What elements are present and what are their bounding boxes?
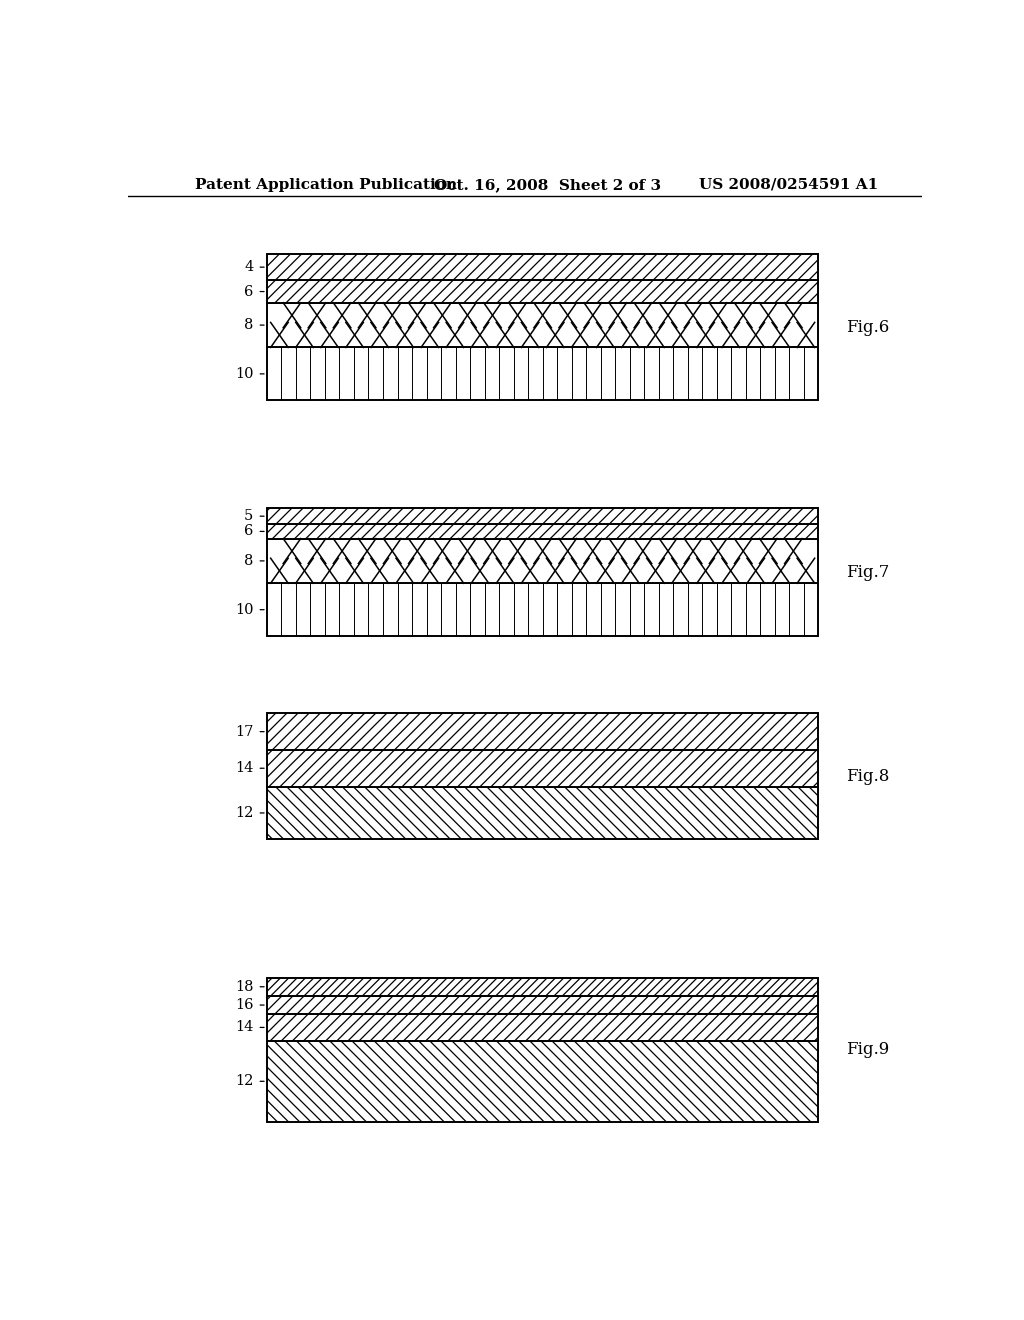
Text: 4: 4 [244,260,253,275]
Text: US 2008/0254591 A1: US 2008/0254591 A1 [699,178,879,191]
Text: Fig.6: Fig.6 [846,318,890,335]
Bar [267,508,818,524]
Text: 5: 5 [244,510,253,523]
Text: 8: 8 [244,318,253,333]
Text: 6: 6 [244,285,253,298]
Bar [267,524,818,539]
Bar [267,978,818,995]
Bar [267,253,818,280]
Bar [267,280,818,302]
Text: 17: 17 [236,725,253,739]
Bar [267,750,818,787]
Bar [267,1040,818,1122]
Text: Patent Application Publication: Patent Application Publication [196,178,458,191]
Text: 8: 8 [244,554,253,568]
Bar [267,302,818,347]
Text: 14: 14 [236,1020,253,1035]
Bar [267,347,818,400]
Bar [267,995,818,1014]
Text: 12: 12 [236,1074,253,1088]
Bar [267,1014,818,1040]
Text: 18: 18 [234,979,253,994]
Text: Fig.8: Fig.8 [846,768,890,785]
Bar [267,539,818,583]
Bar [267,713,818,750]
Text: Fig.9: Fig.9 [846,1041,890,1059]
Text: 10: 10 [234,367,253,381]
Text: 14: 14 [236,762,253,775]
Text: 16: 16 [234,998,253,1012]
Bar [267,583,818,636]
Text: 10: 10 [234,603,253,616]
Text: Oct. 16, 2008  Sheet 2 of 3: Oct. 16, 2008 Sheet 2 of 3 [433,178,660,191]
Text: 12: 12 [236,807,253,820]
Text: 6: 6 [244,524,253,539]
Text: Fig.7: Fig.7 [846,564,890,581]
Bar [267,787,818,840]
